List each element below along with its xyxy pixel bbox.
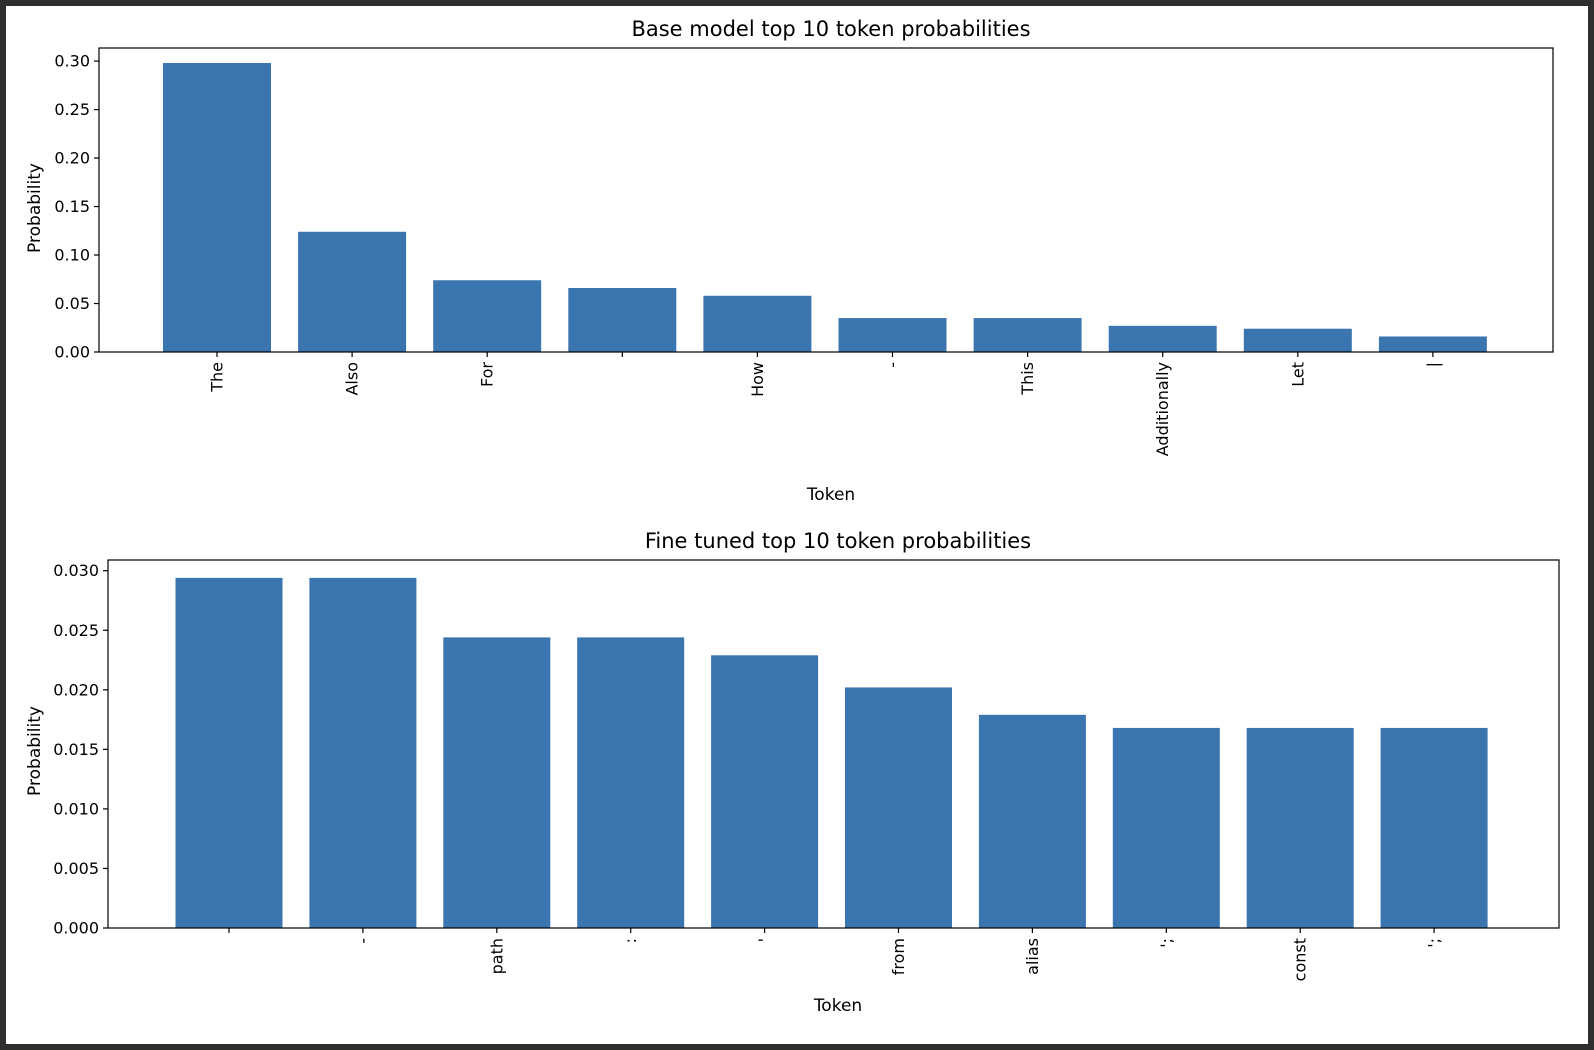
x-tick-label: from	[889, 938, 908, 975]
x-tick-label: -	[883, 362, 902, 368]
bar-6	[973, 318, 1082, 352]
y-axis-label: Probability	[25, 163, 45, 253]
bar-0	[175, 577, 283, 928]
x-tick-label: ';	[1425, 938, 1444, 948]
bars-group	[163, 63, 1487, 352]
bar-5	[845, 687, 952, 928]
y-tick-label: 0.20	[54, 149, 90, 168]
x-tick-label: path	[487, 938, 506, 974]
x-tick-label: ';	[1157, 938, 1176, 948]
x-ticks-group: The Also For How - This Additionally Let |	[208, 352, 1442, 456]
bar-7	[1108, 325, 1217, 352]
bar-1	[309, 577, 417, 928]
y-ticks-group: 0.000 0.005 0.010 0.015 0.020 0.025 0.030	[53, 561, 108, 938]
bar-0	[163, 63, 271, 352]
x-tick-label: alias	[1023, 938, 1042, 975]
x-tick-label: -	[353, 938, 372, 944]
bar-4	[703, 295, 812, 352]
x-axis-label: Token	[806, 485, 855, 505]
y-tick-label: 0.25	[54, 100, 90, 119]
chart-base-model: Base model top 10 token probabilities Pr…	[25, 17, 1554, 505]
bar-2	[433, 280, 542, 352]
x-ticks-group: - path: ' from alias '; const ';	[228, 928, 1444, 981]
x-tick-label: |	[1423, 362, 1442, 367]
x-tick-label: The	[208, 362, 227, 393]
figure-canvas: Base model top 10 token probabilities Pr…	[6, 6, 1588, 1044]
figure: Base model top 10 token probabilities Pr…	[25, 17, 1560, 1016]
y-tick-label: 0.010	[53, 799, 99, 818]
chart-fine-tuned: Fine tuned top 10 token probabilities Pr…	[25, 529, 1560, 1016]
y-tick-label: 0.015	[53, 740, 99, 759]
y-tick-label: 0.00	[54, 343, 90, 362]
x-tick-label: const	[1291, 938, 1310, 981]
bar-6	[978, 714, 1086, 928]
x-axis-label: Token	[813, 996, 862, 1016]
chart-title: Base model top 10 token probabilities	[631, 17, 1030, 41]
bar-3	[577, 637, 685, 928]
y-tick-label: 0.030	[53, 561, 99, 580]
y-tick-label: 0.15	[54, 197, 90, 216]
y-axis-label: Probability	[25, 706, 45, 796]
x-tick-label: This	[1018, 362, 1037, 396]
bar-5	[838, 318, 947, 352]
bar-8	[1243, 328, 1352, 352]
y-tick-label: 0.10	[54, 246, 90, 265]
y-tick-label: 0.020	[53, 680, 99, 699]
y-ticks-group: 0.00 0.05 0.10 0.15 0.20 0.25 0.30	[54, 52, 99, 362]
x-tick-label: :	[621, 938, 640, 943]
y-tick-label: 0.025	[53, 621, 99, 640]
plot-frame	[98, 47, 1554, 353]
x-tick-label: How	[748, 362, 767, 397]
y-tick-label: 0.05	[54, 294, 90, 313]
bar-2	[443, 637, 551, 928]
bars-group	[175, 577, 1488, 928]
x-tick-label: Additionally	[1153, 362, 1172, 456]
x-tick-label: '	[755, 938, 774, 942]
bar-9	[1378, 336, 1487, 352]
y-tick-label: 0.30	[54, 52, 90, 71]
chart-title: Fine tuned top 10 token probabilities	[645, 529, 1031, 553]
y-tick-label: 0.000	[53, 919, 99, 938]
bar-1	[298, 231, 407, 352]
bar-8	[1246, 727, 1354, 928]
x-tick-label: Let	[1288, 362, 1307, 387]
y-tick-label: 0.005	[53, 859, 99, 878]
plot-frame	[107, 559, 1560, 929]
bar-7	[1112, 727, 1220, 928]
bar-4	[711, 655, 819, 928]
bar-9	[1380, 727, 1488, 928]
bar-3	[568, 288, 677, 352]
x-tick-label: For	[478, 362, 497, 387]
x-tick-label: Also	[343, 362, 362, 396]
